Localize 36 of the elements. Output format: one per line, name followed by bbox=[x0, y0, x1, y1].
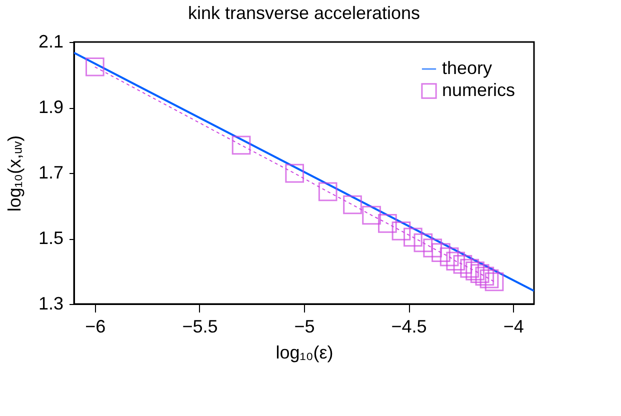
chart-title: kink transverse accelerations bbox=[188, 3, 420, 23]
point bbox=[318, 182, 338, 202]
y-tick-label: 1.3 bbox=[38, 294, 64, 314]
point bbox=[285, 164, 304, 183]
y-tick-label: 1.9 bbox=[38, 97, 64, 117]
x-axis-title: log₁₀(ε) bbox=[276, 342, 334, 362]
point bbox=[484, 272, 504, 292]
point bbox=[446, 252, 465, 271]
x-tick-label: −6 bbox=[85, 316, 106, 336]
x-tick-label: −4.5 bbox=[391, 316, 427, 336]
y-tick-label: 1.7 bbox=[38, 162, 64, 182]
point bbox=[440, 247, 459, 266]
x-tick-label: −5.5 bbox=[182, 316, 218, 336]
point bbox=[392, 222, 411, 240]
point bbox=[378, 214, 397, 233]
point bbox=[86, 57, 104, 76]
point bbox=[460, 258, 480, 278]
point bbox=[453, 254, 472, 274]
point bbox=[480, 269, 499, 288]
legend-label: numerics bbox=[442, 80, 516, 100]
y-axis-title: log₁₀(x,ᵤᵥ) bbox=[4, 135, 24, 212]
x-tick-label: −4 bbox=[503, 316, 524, 336]
point bbox=[466, 262, 484, 280]
point bbox=[232, 136, 251, 155]
point bbox=[423, 238, 442, 258]
point bbox=[475, 266, 494, 286]
legend-label: theory bbox=[442, 58, 492, 78]
point bbox=[343, 195, 362, 214]
point bbox=[414, 233, 433, 252]
x-tick-label: −5 bbox=[294, 316, 315, 336]
y-tick-label: 2.1 bbox=[38, 32, 64, 52]
point bbox=[362, 206, 381, 225]
point bbox=[404, 228, 422, 247]
point bbox=[432, 243, 450, 262]
y-tick-label: 1.5 bbox=[38, 228, 64, 248]
point bbox=[470, 264, 490, 283]
